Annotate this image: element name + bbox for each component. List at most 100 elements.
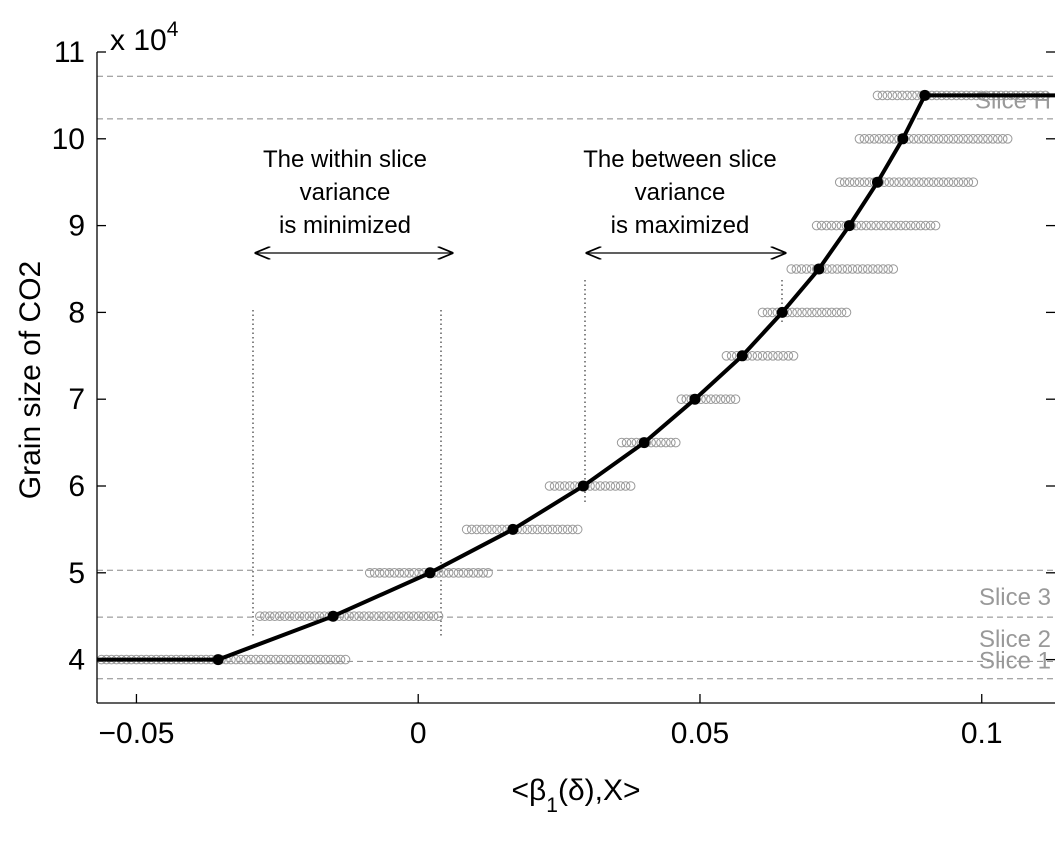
scatter-point <box>752 351 763 361</box>
scatter-point <box>567 524 578 535</box>
x-tick-label: 0 <box>410 717 427 750</box>
scatter-point <box>266 654 276 665</box>
scatter-point <box>938 134 949 144</box>
scatter-point <box>279 611 290 622</box>
scatter-point <box>478 568 488 578</box>
marker <box>689 393 701 405</box>
scatter-point <box>269 611 280 622</box>
scatter-point <box>379 611 389 622</box>
scatter-point <box>544 481 555 491</box>
scatter-point <box>847 264 858 274</box>
scatter-point <box>255 611 265 622</box>
marker <box>897 133 909 145</box>
scatter-point <box>802 307 812 318</box>
scatter-point <box>826 307 837 318</box>
scatter-point <box>284 611 295 622</box>
scatter-point <box>384 611 394 622</box>
scatter-point <box>919 177 929 187</box>
scatter-point <box>315 654 326 665</box>
scatter-point <box>773 351 783 361</box>
scatter-point <box>871 220 881 231</box>
scatter-point <box>891 220 901 231</box>
x-axis-label: <β1(δ),X> <box>511 774 640 817</box>
scatter-point <box>757 351 768 361</box>
slice-label: Slice 3 <box>979 584 1051 611</box>
scatter-point <box>864 134 875 144</box>
scatter-point <box>973 134 983 144</box>
scatter-point <box>295 654 306 665</box>
scatter-point <box>904 177 914 187</box>
scatter-point <box>408 611 419 622</box>
scatter-row <box>834 177 979 187</box>
scatter-point <box>892 90 903 101</box>
scatter-point <box>359 611 369 622</box>
scatter-point <box>938 177 949 187</box>
scatter-point <box>274 611 285 622</box>
y-tick-label: 6 <box>68 470 85 503</box>
scatter-point <box>309 611 320 622</box>
scatter-point <box>948 177 959 187</box>
scatter-point <box>861 220 871 231</box>
scatter-point <box>881 220 891 231</box>
scatter-point <box>310 654 321 665</box>
annotation: The within slice <box>263 146 427 173</box>
scatter-point <box>260 611 270 622</box>
scatter-point <box>701 394 711 405</box>
scatter-point <box>473 568 484 578</box>
scatter-point <box>767 307 778 318</box>
scatter-point <box>443 568 454 578</box>
x-tick-label: 0.05 <box>671 717 729 750</box>
x-label-subscript: 1 <box>546 794 558 817</box>
scatter-point <box>811 220 822 231</box>
scatter-point <box>821 307 832 318</box>
scatter-point <box>340 654 351 665</box>
scatter-point <box>320 654 331 665</box>
scatter-row <box>854 134 1013 144</box>
scatter-point <box>943 177 954 187</box>
scatter-point <box>747 351 758 361</box>
scatter-point <box>625 481 636 491</box>
scatter-point <box>872 90 883 101</box>
y-tick-label: 9 <box>68 210 85 243</box>
scatter-point <box>832 264 842 274</box>
scatter-point <box>894 177 904 187</box>
scatter-point <box>532 524 543 535</box>
scatter-point <box>369 611 379 622</box>
scatter-point <box>271 654 281 665</box>
scatter-point <box>364 568 375 578</box>
scatter-point <box>246 654 256 665</box>
scatter-point <box>817 307 827 318</box>
scatter-point <box>547 524 558 535</box>
scatter-point <box>968 134 978 144</box>
scatter-point <box>562 524 573 535</box>
scatter-point <box>552 524 563 535</box>
scatter-point <box>433 611 444 622</box>
scatter-point <box>852 264 863 274</box>
scatter-point <box>797 307 807 318</box>
scatter-point <box>896 220 906 231</box>
scatter-row <box>811 220 941 231</box>
y-tick-label: 11 <box>54 36 85 69</box>
annotation: is maximized <box>611 212 750 239</box>
scatter-point <box>963 177 974 187</box>
scatter-point <box>914 177 924 187</box>
scatter-point <box>256 654 266 665</box>
scatter-row <box>676 394 741 405</box>
scatter-point <box>859 177 870 187</box>
scatter-point <box>807 307 817 318</box>
y-tick-label: 5 <box>68 557 85 590</box>
scatter-point <box>428 611 439 622</box>
annotation: The between slice <box>583 146 776 173</box>
scatter-point <box>874 134 885 144</box>
scatter-point <box>557 524 568 535</box>
scatter-point <box>572 524 583 535</box>
x-label-part: (δ),X> <box>558 774 641 807</box>
scatter-point <box>978 134 988 144</box>
scatter-point <box>492 524 502 535</box>
scatter-point <box>884 177 894 187</box>
scatter-point <box>983 134 993 144</box>
scatter-point <box>862 264 873 274</box>
scatter-point <box>559 481 570 491</box>
scatter-point <box>305 654 316 665</box>
